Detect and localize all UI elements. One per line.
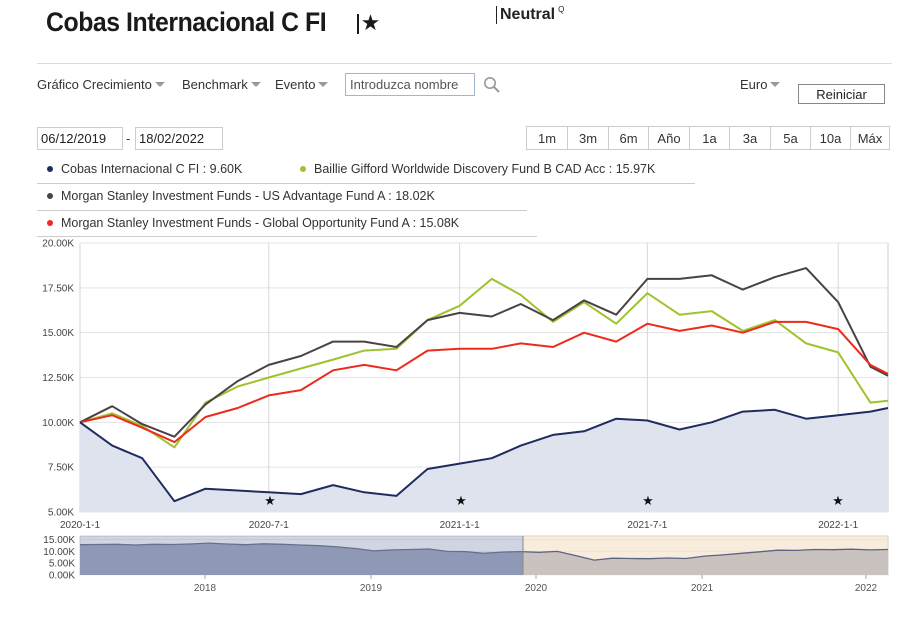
rating-label: Neutral [500,6,556,23]
fund-search-input[interactable] [345,73,475,96]
period-6m-button[interactable]: 6m [609,127,649,149]
event-label: Evento [275,77,316,92]
y-tick-label: 15.00K [42,328,74,339]
legend-item-ms-global-opportunity[interactable]: Morgan Stanley Investment Funds - Global… [47,216,459,230]
event-marker-icon: ★ [264,493,276,508]
chart-toolbar: Gráfico Crecimiento Benchmark Evento Eur… [37,63,892,105]
navigator-unselected-range [80,536,523,575]
reset-button[interactable]: Reiniciar [798,84,885,104]
legend-item-baillie-gifford[interactable]: Baillie Gifford Worldwide Discovery Fund… [300,162,655,176]
y-tick-label: 12.50K [42,373,74,384]
chevron-down-icon [770,82,781,87]
legend-label: Cobas Internacional C FI : 9.60K [61,162,243,176]
legend-dot [300,166,306,172]
navigator-y-tick-label: 15.00K [43,535,75,546]
currency-label: Euro [740,77,768,92]
legend-divider [37,183,695,184]
period-selector: 1m 3m 6m Año 1a 3a 5a 10a Máx [526,126,890,150]
period-3m-button[interactable]: 3m [568,127,609,149]
legend-item-cobas[interactable]: Cobas Internacional C FI : 9.60K [47,162,242,176]
series-line-0 [79,407,889,503]
growth-chart-label: Gráfico Crecimiento [37,77,152,92]
navigator-y-tick-label: 10.00K [43,547,75,558]
period-3y-button[interactable]: 3a [730,127,771,149]
y-tick-label: 10.00K [42,418,74,429]
date-range-dash: - [126,131,131,146]
date-range-bar: - 1m 3m 6m Año 1a 3a 5a 10a Máx [37,122,892,152]
navigator-x-tick-label: 2018 [194,583,217,594]
legend-label: Morgan Stanley Investment Funds - US Adv… [61,189,435,203]
series-line-3 [79,320,889,444]
event-marker-icon: ★ [455,493,467,508]
legend-dot [47,220,53,226]
currency-dropdown[interactable]: Euro [740,77,781,92]
x-tick-label: 2022-1-1 [818,520,858,531]
fund-title: Cobas Internacional C FI [46,6,327,37]
navigator-series-line [79,542,889,561]
y-tick-label: 17.50K [42,283,74,294]
period-5y-button[interactable]: 5a [771,127,811,149]
navigator-y-tick-label: 5.00K [49,559,75,570]
navigator-x-tick-label: 2019 [360,583,383,594]
legend-item-ms-us-advantage[interactable]: Morgan Stanley Investment Funds - US Adv… [47,189,435,203]
start-date-input[interactable] [37,127,123,150]
legend-divider [37,210,527,211]
navigator-x-tick-label: 2022 [855,583,878,594]
navigator-series-area [80,543,888,575]
navigator-x-tick-label: 2020 [525,583,548,594]
rating-separator [496,6,497,24]
title-separator [356,14,359,34]
period-ytd-button[interactable]: Año [649,127,690,149]
navigator-x-tick-label: 2021 [691,583,714,594]
analyst-rating: Neutral Q [496,5,565,24]
x-tick-label: 2021-7-1 [627,520,667,531]
y-tick-label: 7.50K [48,463,74,474]
navigator-selected-range [523,536,888,575]
title-row: Cobas Internacional C FI ★ [46,2,380,42]
chevron-down-icon [250,82,261,87]
legend-dot [47,166,53,172]
x-tick-label: 2020-7-1 [249,520,289,531]
period-10y-button[interactable]: 10a [811,127,851,149]
chevron-down-icon [154,82,165,87]
rating-qualifier: Q [558,5,565,14]
end-date-input[interactable] [135,127,223,150]
legend-label: Morgan Stanley Investment Funds - Global… [61,216,460,230]
event-marker-icon: ★ [832,493,844,508]
period-1y-button[interactable]: 1a [690,127,730,149]
y-tick-label: 5.00K [48,508,74,519]
y-tick-label: 20.00K [42,239,74,250]
legend-label: Baillie Gifford Worldwide Discovery Fund… [314,162,656,176]
x-tick-label: 2021-1-1 [440,520,480,531]
event-dropdown[interactable]: Evento [275,77,329,92]
period-max-button[interactable]: Máx [851,127,889,149]
benchmark-dropdown[interactable]: Benchmark [182,77,261,92]
series-line-2 [79,267,889,438]
chevron-down-icon [318,82,329,87]
x-tick-label: 2020-1-1 [60,520,100,531]
series-line-1 [79,277,889,449]
event-marker-icon: ★ [642,493,654,508]
star-rating-icon: ★ [360,10,381,35]
legend-divider [37,236,537,237]
navigator-area [79,535,889,576]
period-1m-button[interactable]: 1m [527,127,568,149]
search-icon[interactable] [483,76,501,94]
legend-dot [47,193,53,199]
navigator-y-tick-label: 0.00K [49,571,75,582]
series-area-0 [80,408,888,512]
plot-area [79,242,889,513]
benchmark-label: Benchmark [182,77,248,92]
growth-chart-dropdown[interactable]: Gráfico Crecimiento [37,77,165,92]
